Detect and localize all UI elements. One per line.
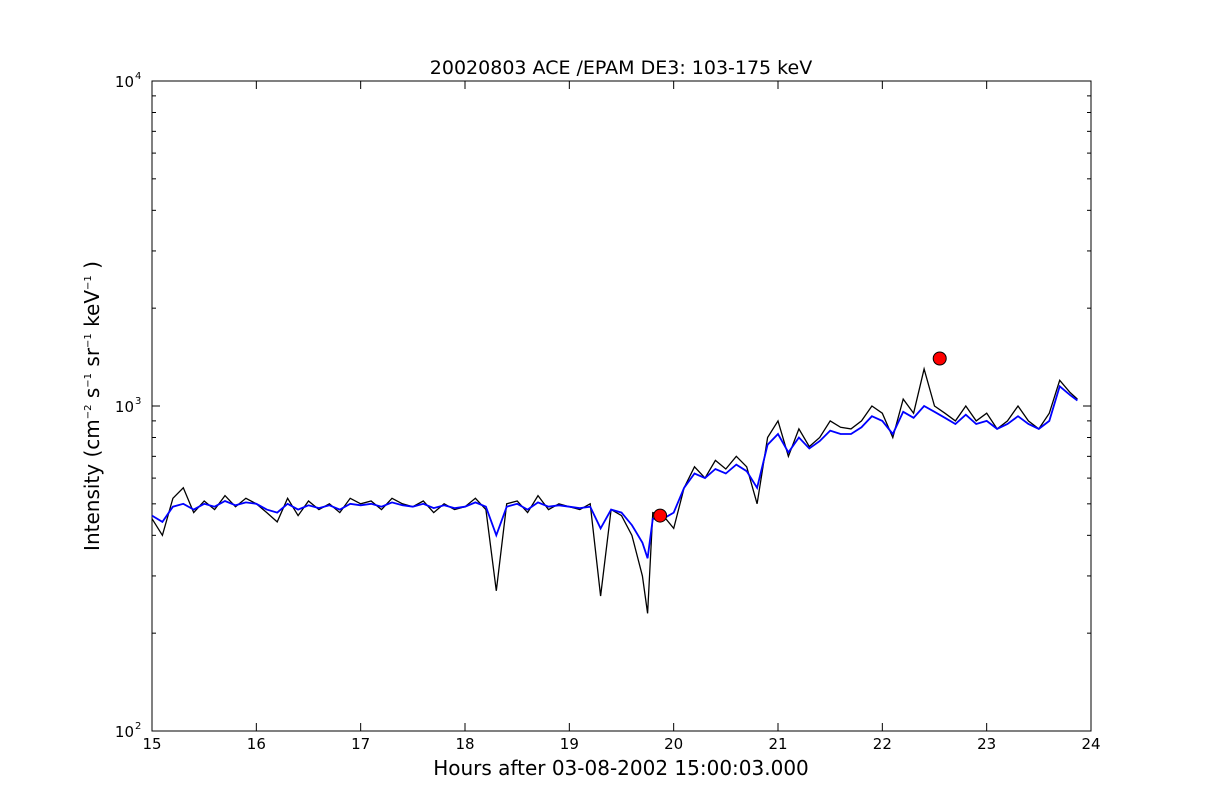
event-marker-2	[932, 351, 947, 366]
x-tick-label: 15	[142, 735, 161, 753]
y-label-kev: keV	[80, 290, 104, 334]
chart-title: 20020803 ACE /EPAM DE3: 103-175 keV	[430, 57, 812, 79]
y-tick-label: 10	[115, 73, 134, 91]
event-marker-1	[653, 508, 668, 523]
y-label-exp-cm: −2	[83, 404, 94, 419]
x-tick-labels: 15 16 17 18 19 20 21 22 23 24	[142, 735, 1100, 753]
x-axis-label: Hours after 03-08-2002 15:00:03.000	[433, 756, 809, 780]
plot-area	[151, 80, 1092, 732]
y-axis-label: Intensity (cm−2 s−1 sr−1 keV−1 )	[80, 261, 104, 551]
y-label-suffix: )	[80, 261, 104, 275]
marker-layer	[653, 351, 947, 523]
y-label-sr: sr	[80, 347, 104, 373]
series-line-2	[151, 384, 1078, 559]
x-tick-label: 17	[351, 735, 370, 753]
x-tick-label: 19	[560, 735, 579, 753]
y-tick-label: 10	[115, 398, 134, 416]
x-tick-label: 20	[664, 735, 683, 753]
x-tick-label: 24	[1081, 735, 1100, 753]
y-tick-label-exponent: 3	[135, 396, 141, 407]
x-tick-label: 23	[977, 735, 996, 753]
x-tick-label: 16	[247, 735, 266, 753]
y-tick-label-exponent: 4	[135, 71, 141, 82]
y-label-exp-kev: −1	[83, 275, 94, 290]
x-tick-label: 18	[455, 735, 474, 753]
y-label-exp-sr: −1	[83, 333, 94, 348]
y-label-prefix: Intensity (cm	[80, 419, 104, 551]
tick-layer	[151, 80, 1092, 732]
y-tick-label-exponent: 2	[135, 721, 141, 732]
series-layer	[151, 366, 1078, 614]
y-label-s: s	[80, 388, 104, 405]
y-tick-label: 10	[115, 723, 134, 741]
x-tick-label: 22	[873, 735, 892, 753]
y-label-exp-s: −1	[83, 373, 94, 388]
x-tick-label: 21	[768, 735, 787, 753]
series-line-1	[151, 366, 1078, 614]
plot-frame	[151, 80, 1092, 732]
